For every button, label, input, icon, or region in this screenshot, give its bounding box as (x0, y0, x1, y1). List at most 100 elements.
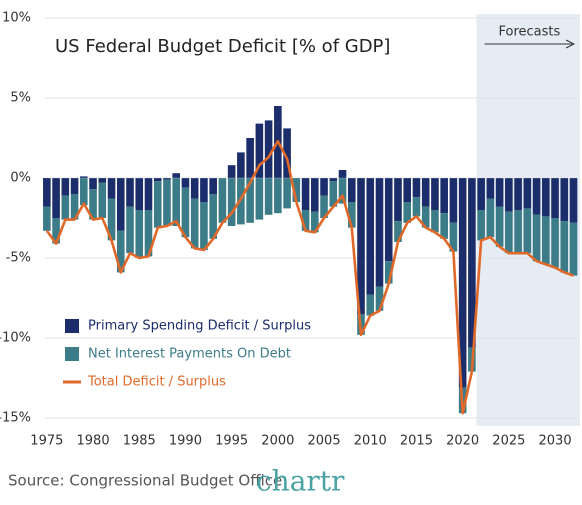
bar (394, 221, 402, 242)
bar (209, 178, 217, 194)
bar (153, 178, 162, 182)
bar (227, 178, 236, 226)
line (45, 139, 574, 415)
bar (532, 178, 541, 215)
bar (486, 198, 495, 238)
bar (227, 165, 236, 178)
bar (172, 178, 181, 226)
bar (163, 178, 171, 180)
bar (116, 230, 125, 273)
bar (144, 210, 153, 257)
x-tick-label: 1980 (77, 434, 110, 449)
arrow-head (565, 39, 576, 49)
bar (514, 178, 522, 210)
bar (431, 178, 439, 210)
bar (144, 178, 153, 210)
x-tick-label: 1990 (169, 434, 202, 449)
bar (126, 206, 134, 254)
bar (61, 195, 70, 220)
y-tick-label: 0% (10, 171, 31, 186)
bar (135, 178, 144, 210)
bar (384, 178, 393, 262)
bar (311, 178, 319, 212)
bar (218, 178, 227, 223)
bar (292, 178, 301, 202)
bar (200, 178, 208, 202)
bar (421, 178, 430, 207)
bar (209, 194, 217, 239)
bar (468, 178, 476, 348)
bar (70, 178, 79, 194)
bar (89, 189, 97, 220)
bar (569, 222, 578, 276)
x-tick-label: 2000 (261, 434, 294, 449)
bar (311, 211, 319, 233)
bar (107, 198, 116, 241)
bar (89, 178, 97, 190)
bar (107, 178, 116, 199)
bar (264, 120, 273, 178)
bar (135, 210, 144, 258)
bar (495, 206, 504, 247)
y-tick-label: -5% (6, 251, 31, 266)
bar (181, 187, 190, 238)
y-tick-label: -10% (0, 331, 31, 346)
bar (477, 178, 485, 210)
bar (320, 178, 328, 196)
bar (449, 222, 458, 252)
legend-label: Net Interest Payments On Debt (88, 347, 291, 362)
bar (375, 178, 384, 287)
bar (80, 178, 88, 206)
legend-label: Primary Spending Deficit / Surplus (88, 319, 311, 334)
bar (80, 176, 88, 178)
legend-label: Total Deficit / Surplus (87, 375, 226, 390)
legend-swatch (65, 347, 79, 361)
bar (486, 178, 495, 199)
bar (357, 178, 365, 314)
x-tick-label: 2020 (446, 434, 479, 449)
legend-swatch (65, 319, 79, 333)
bar (560, 178, 569, 222)
x-tick-label: 1975 (30, 434, 63, 449)
bar (301, 178, 310, 210)
x-tick-label: 2010 (354, 434, 387, 449)
x-tick-label: 1995 (215, 434, 248, 449)
bar (283, 178, 291, 209)
bar (347, 178, 356, 202)
bar (338, 178, 347, 204)
x-tick-label: 2030 (539, 434, 572, 449)
bar (98, 178, 107, 183)
bar (52, 178, 60, 218)
y-tick-label: 10% (2, 11, 31, 26)
bar (523, 178, 532, 209)
bar (412, 197, 421, 217)
bar (440, 213, 448, 239)
bar (347, 202, 356, 228)
bar (477, 210, 485, 241)
bar (495, 178, 504, 207)
bar (384, 261, 393, 284)
bar (551, 178, 559, 218)
bar (421, 206, 430, 228)
bar (163, 179, 171, 226)
bar (274, 178, 282, 214)
y-tick-label: -15% (0, 411, 31, 426)
bar (366, 178, 375, 295)
bar (320, 195, 328, 218)
bar (153, 181, 162, 228)
bar (412, 178, 421, 198)
bar (505, 211, 513, 254)
brand-logo: chartr (256, 465, 345, 498)
bar (403, 202, 412, 223)
bar (98, 182, 107, 218)
bar (264, 178, 273, 215)
x-tick-label: 2005 (308, 434, 341, 449)
bar (246, 178, 254, 223)
bar (61, 178, 70, 196)
bar (283, 128, 291, 178)
bar (403, 178, 412, 202)
bar (394, 178, 402, 222)
bar (338, 170, 347, 178)
bar (52, 218, 60, 244)
